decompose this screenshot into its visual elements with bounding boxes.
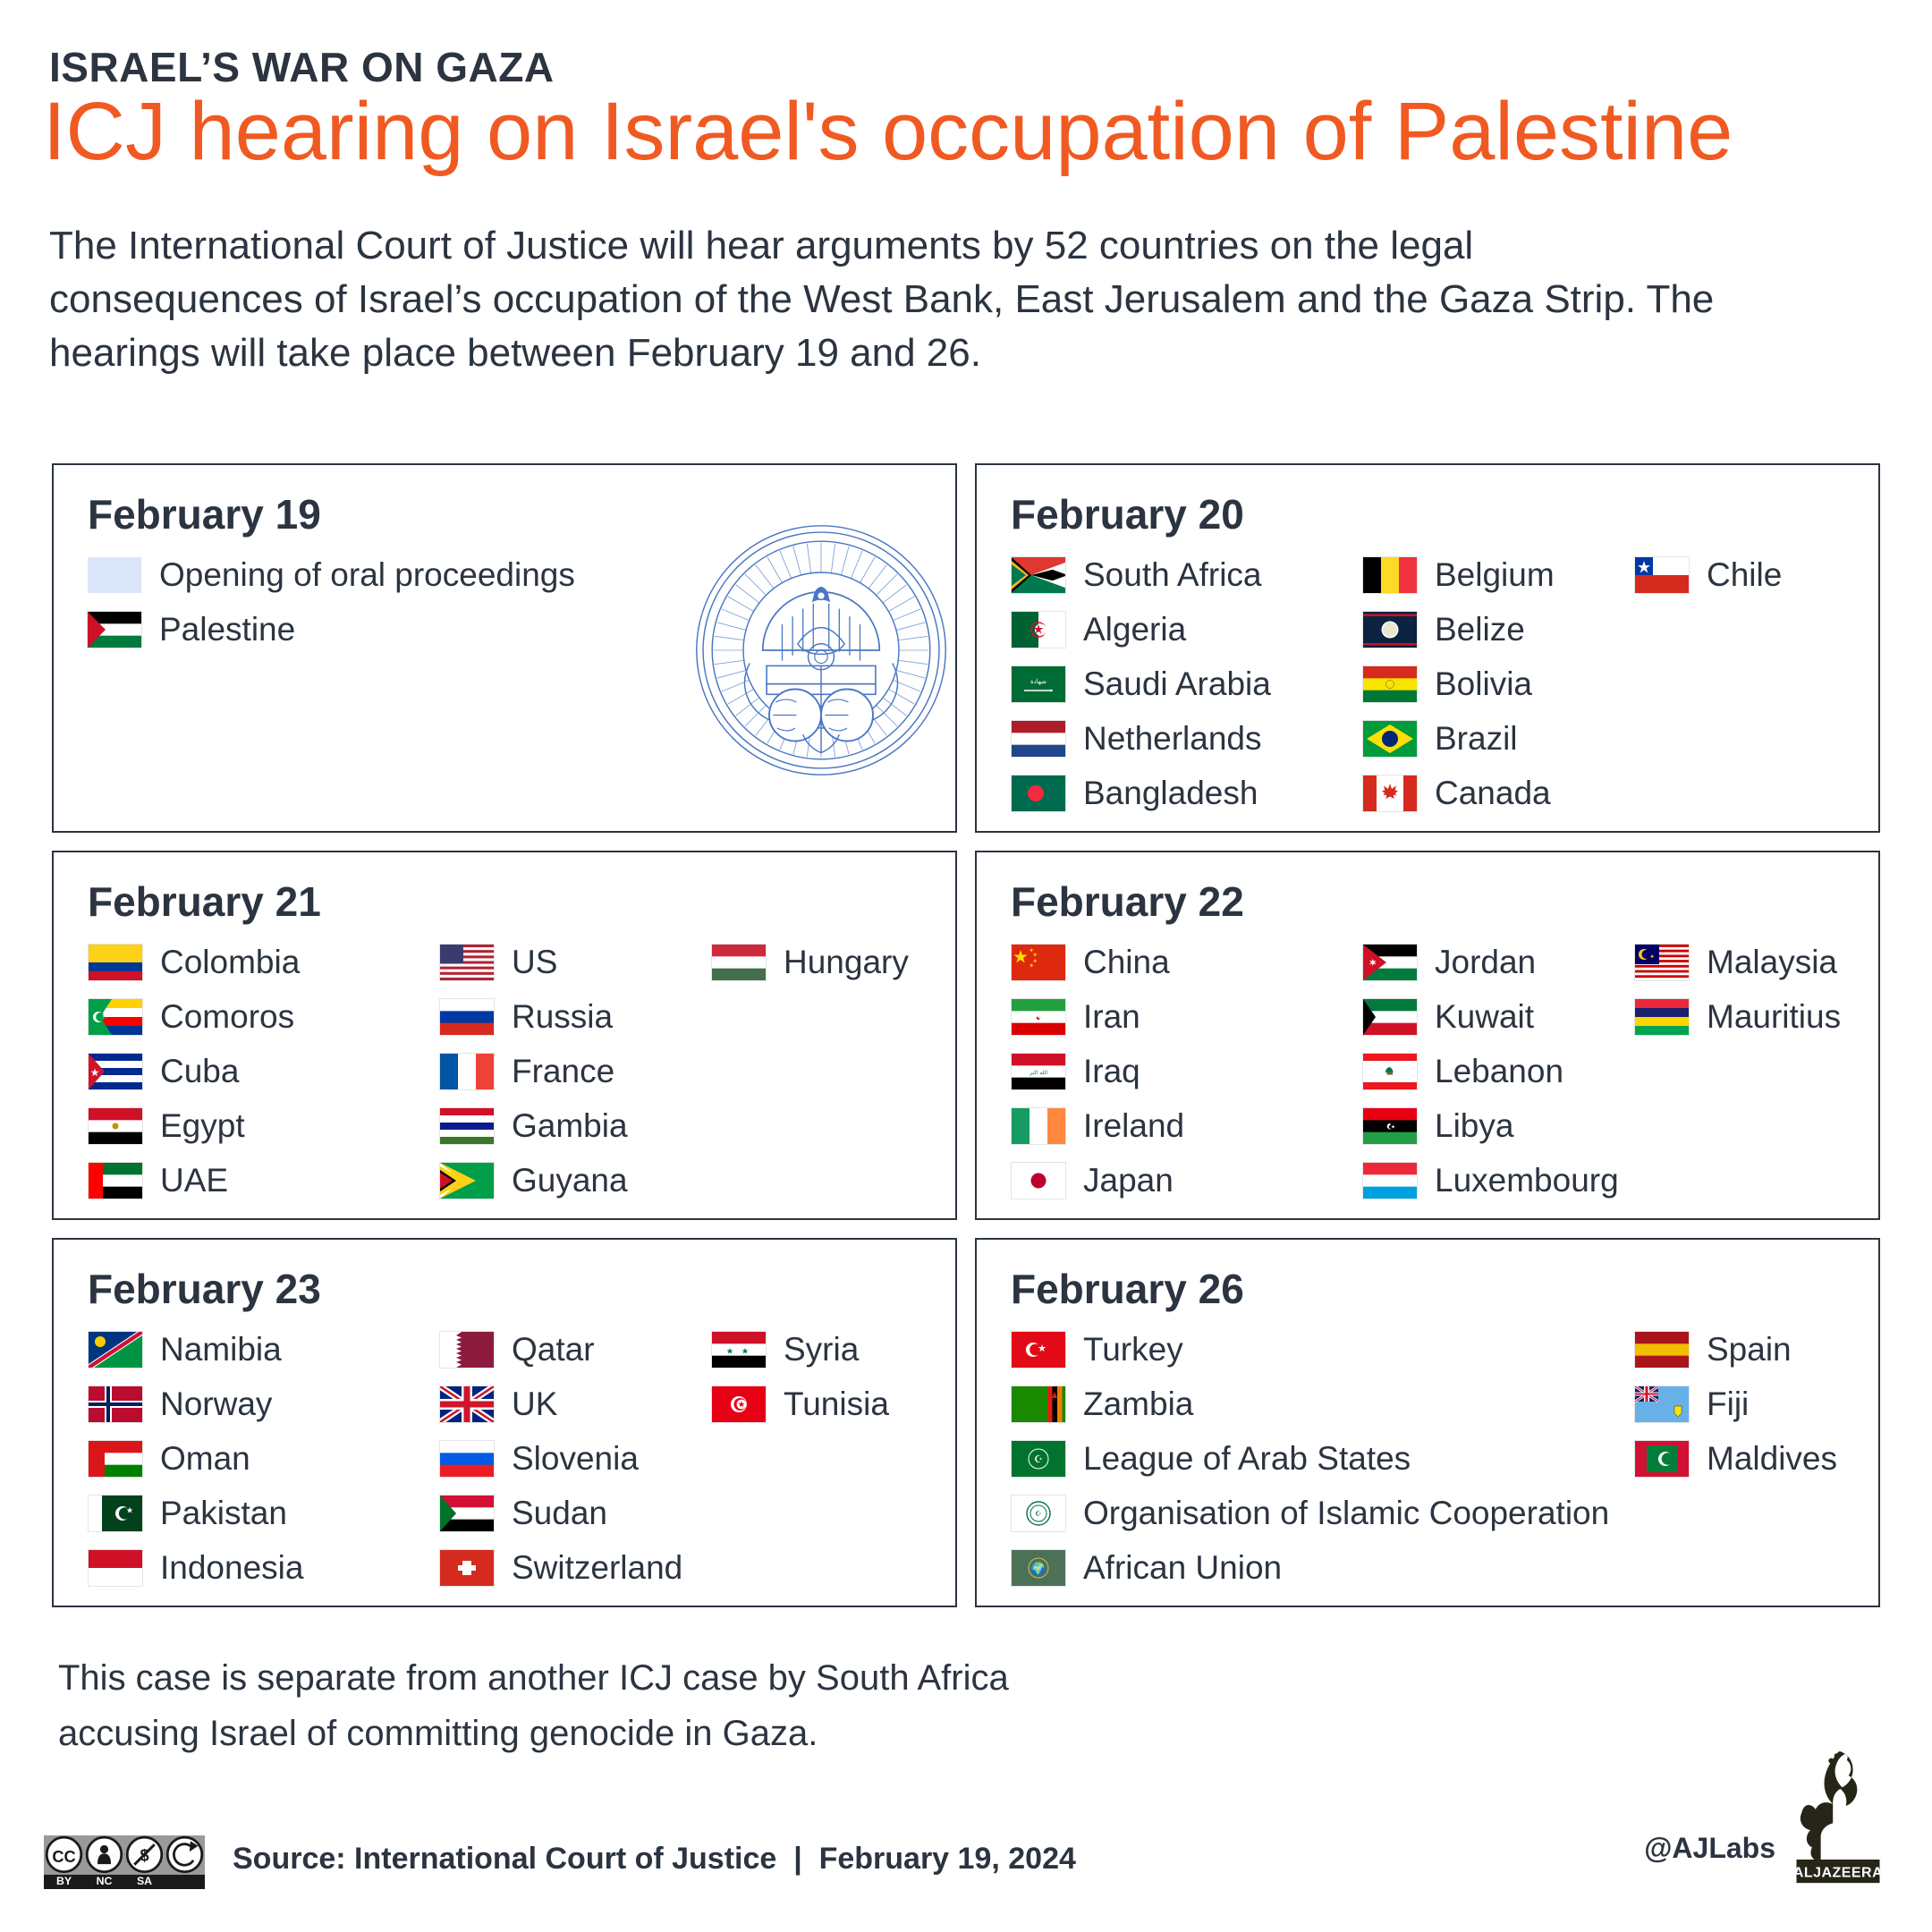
svg-text:BY: BY [56, 1875, 72, 1887]
svg-text:☯: ☯ [1036, 1015, 1040, 1021]
svg-text:☪: ☪ [1034, 1454, 1043, 1465]
svg-text:🌍: 🌍 [1031, 1562, 1046, 1575]
svg-text:☪: ☪ [1035, 1510, 1041, 1518]
svg-text:شهادة: شهادة [1030, 678, 1046, 685]
svg-text:ALJAZEERA: ALJAZEERA [1793, 1865, 1883, 1880]
svg-text:SA: SA [137, 1875, 152, 1887]
svg-text:الله اكبر: الله اكبر [1029, 1070, 1047, 1076]
svg-text:CC: CC [52, 1848, 75, 1866]
svg-text:NC: NC [97, 1875, 113, 1887]
